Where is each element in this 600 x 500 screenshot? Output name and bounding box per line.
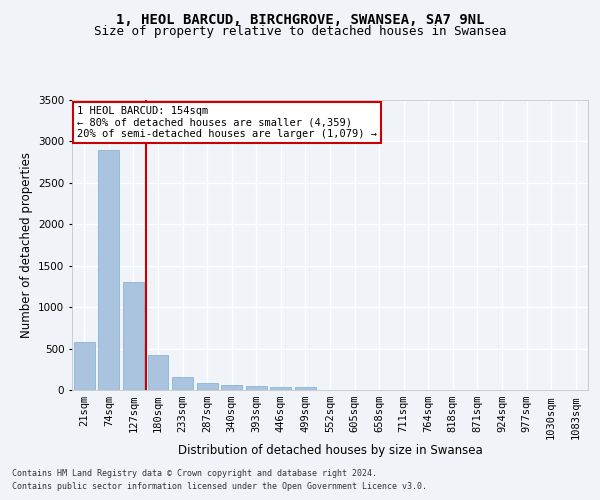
Y-axis label: Number of detached properties: Number of detached properties bbox=[20, 152, 32, 338]
Text: Contains public sector information licensed under the Open Government Licence v3: Contains public sector information licen… bbox=[12, 482, 427, 491]
Bar bbox=[271, 386, 292, 390]
Text: 1, HEOL BARCUD, BIRCHGROVE, SWANSEA, SA7 9NL: 1, HEOL BARCUD, BIRCHGROVE, SWANSEA, SA7… bbox=[116, 12, 484, 26]
Bar bbox=[172, 377, 193, 390]
Bar bbox=[246, 386, 267, 390]
Bar bbox=[295, 386, 316, 390]
Bar bbox=[148, 355, 169, 390]
Bar bbox=[123, 282, 144, 390]
Bar bbox=[98, 150, 119, 390]
Text: 1 HEOL BARCUD: 154sqm
← 80% of detached houses are smaller (4,359)
20% of semi-d: 1 HEOL BARCUD: 154sqm ← 80% of detached … bbox=[77, 106, 377, 139]
Bar bbox=[221, 386, 242, 390]
X-axis label: Distribution of detached houses by size in Swansea: Distribution of detached houses by size … bbox=[178, 444, 482, 457]
Text: Size of property relative to detached houses in Swansea: Size of property relative to detached ho… bbox=[94, 25, 506, 38]
Bar bbox=[197, 382, 218, 390]
Text: Contains HM Land Registry data © Crown copyright and database right 2024.: Contains HM Land Registry data © Crown c… bbox=[12, 468, 377, 477]
Bar bbox=[74, 342, 95, 390]
